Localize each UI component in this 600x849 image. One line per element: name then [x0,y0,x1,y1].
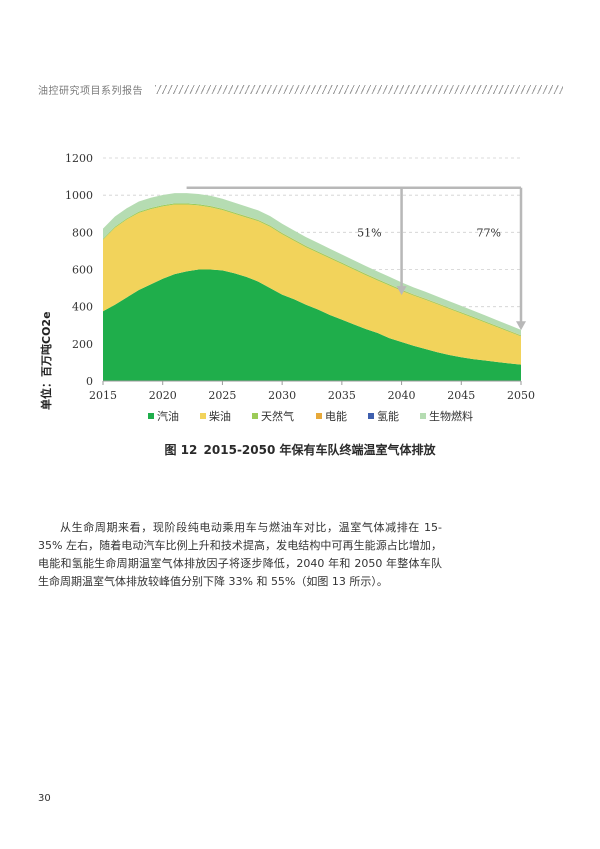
area-series-0 [103,269,521,381]
legend-swatch-2 [252,413,258,419]
legend-label-3: 电能 [325,409,347,423]
y-tick-label-3: 600 [72,264,93,277]
figure-caption-label: 图 12 [164,443,198,457]
y-tick-label-0: 0 [86,375,93,388]
legend-swatch-4 [368,413,374,419]
y-tick-label-1: 200 [72,338,93,351]
legend-swatch-5 [420,413,426,419]
x-tick-label-7: 2050 [507,389,535,402]
chart-areas [103,193,521,381]
figure-caption-title: 2015-2050 年保有车队终端温室气体排放 [203,443,436,457]
emissions-area-chart: 0 200 400 600 800 1000 1200 2015 2020 2025 2030 203… [39,152,535,423]
legend-label-4: 氢能 [377,409,399,423]
page-number: 30 [38,793,51,804]
area-series-1 [103,204,521,365]
y-tick-label-2: 400 [72,301,93,314]
body-paragraph: 从生命周期来看，现阶段纯电动乘用车与燃油车对比，温室气体减排在 15-35% 左… [38,521,442,588]
chart-legend: 汽油 柴油 天然气 电能 氢能 生物燃料 [148,409,473,423]
report-series-title: 油控研究项目系列报告 [38,85,143,97]
x-tick-label-2: 2025 [208,389,236,402]
legend-label-1: 柴油 [209,409,231,423]
figure-caption: 图 12 2015-2050 年保有车队终端温室气体排放 [0,441,600,458]
annotation-label-0: 51% [357,226,381,239]
legend-swatch-0 [148,413,154,419]
y-tick-label-6: 1200 [65,152,93,165]
annotation-arrowhead-0 [396,286,407,296]
x-tick-label-4: 2035 [328,389,356,402]
header-hatch-decoration [155,84,563,94]
annotation-label-1: 77% [477,226,501,239]
legend-label-2: 天然气 [261,409,294,423]
x-tick-label-5: 2040 [388,389,416,402]
x-tick-label-0: 2015 [89,389,117,402]
annotation-arrowhead-1 [516,321,526,331]
report-header: 油控研究项目系列报告 [38,82,563,97]
legend-label-0: 汽油 [157,409,179,423]
y-tick-label-4: 800 [72,226,93,239]
legend-swatch-3 [316,413,322,419]
x-tick-label-3: 2030 [268,389,296,402]
chart-annotations: 51% 77% [186,186,526,331]
area-series-5 [103,193,521,336]
legend-swatch-1 [200,413,206,419]
y-axis-label: 单位：百万吨CO2e [39,311,53,410]
chart-axes: 0 200 400 600 800 1000 1200 2015 2020 2025 2030 203… [65,152,535,402]
x-tick-label-6: 2045 [447,389,475,402]
legend-label-5: 生物燃料 [429,409,473,423]
y-tick-label-5: 1000 [65,189,93,202]
x-tick-label-1: 2020 [149,389,177,402]
